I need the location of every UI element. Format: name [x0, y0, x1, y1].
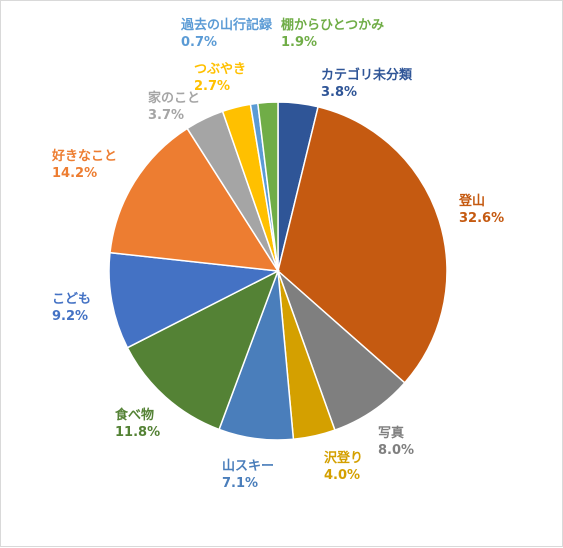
slice-label-name-11: 過去の山行記録	[180, 17, 273, 33]
slice-label-name-6: 食べ物	[115, 407, 154, 423]
slice-label-value-9: 3.7%	[148, 108, 184, 123]
slice-label-value-6: 11.8%	[115, 425, 160, 440]
slice-label-value-1: 3.8%	[321, 85, 357, 100]
pie-slice-8	[109, 127, 280, 272]
slice-label-value-12: 1.9%	[281, 35, 317, 50]
slice-label-name-8: 好きなこと	[51, 148, 117, 164]
pie-slice-7	[108, 251, 281, 349]
slice-label-name-10: つぶやき	[194, 62, 246, 77]
slice-label-name-12: 棚からひとつかみ	[281, 17, 384, 33]
pie-slice-6	[126, 269, 280, 431]
slice-label-name-3: 写真	[378, 425, 404, 441]
slice-label-value-5: 7.1%	[222, 476, 258, 491]
slice-label-value-8: 14.2%	[52, 166, 97, 181]
slice-label-value-11: 0.7%	[181, 35, 217, 50]
slice-label-value-7: 9.2%	[52, 309, 88, 324]
slice-label-name-9: 家のこと	[148, 90, 200, 106]
slice-label-value-3: 8.0%	[378, 443, 414, 458]
slice-label-name-4: 沢登り	[324, 450, 363, 466]
slice-label-name-5: 山スキー	[222, 458, 274, 474]
slice-label-value-10: 2.7%	[194, 79, 230, 94]
pie-slice-2	[277, 105, 448, 384]
slice-label-name-7: こども	[52, 292, 91, 307]
slice-label-name-2: 登山	[458, 193, 485, 209]
slice-label-name-1: カテゴリ未分類	[321, 67, 413, 83]
slice-label-value-2: 32.6%	[459, 211, 504, 226]
pie-slice-12	[256, 101, 279, 272]
slice-label-value-4: 4.0%	[324, 468, 360, 483]
